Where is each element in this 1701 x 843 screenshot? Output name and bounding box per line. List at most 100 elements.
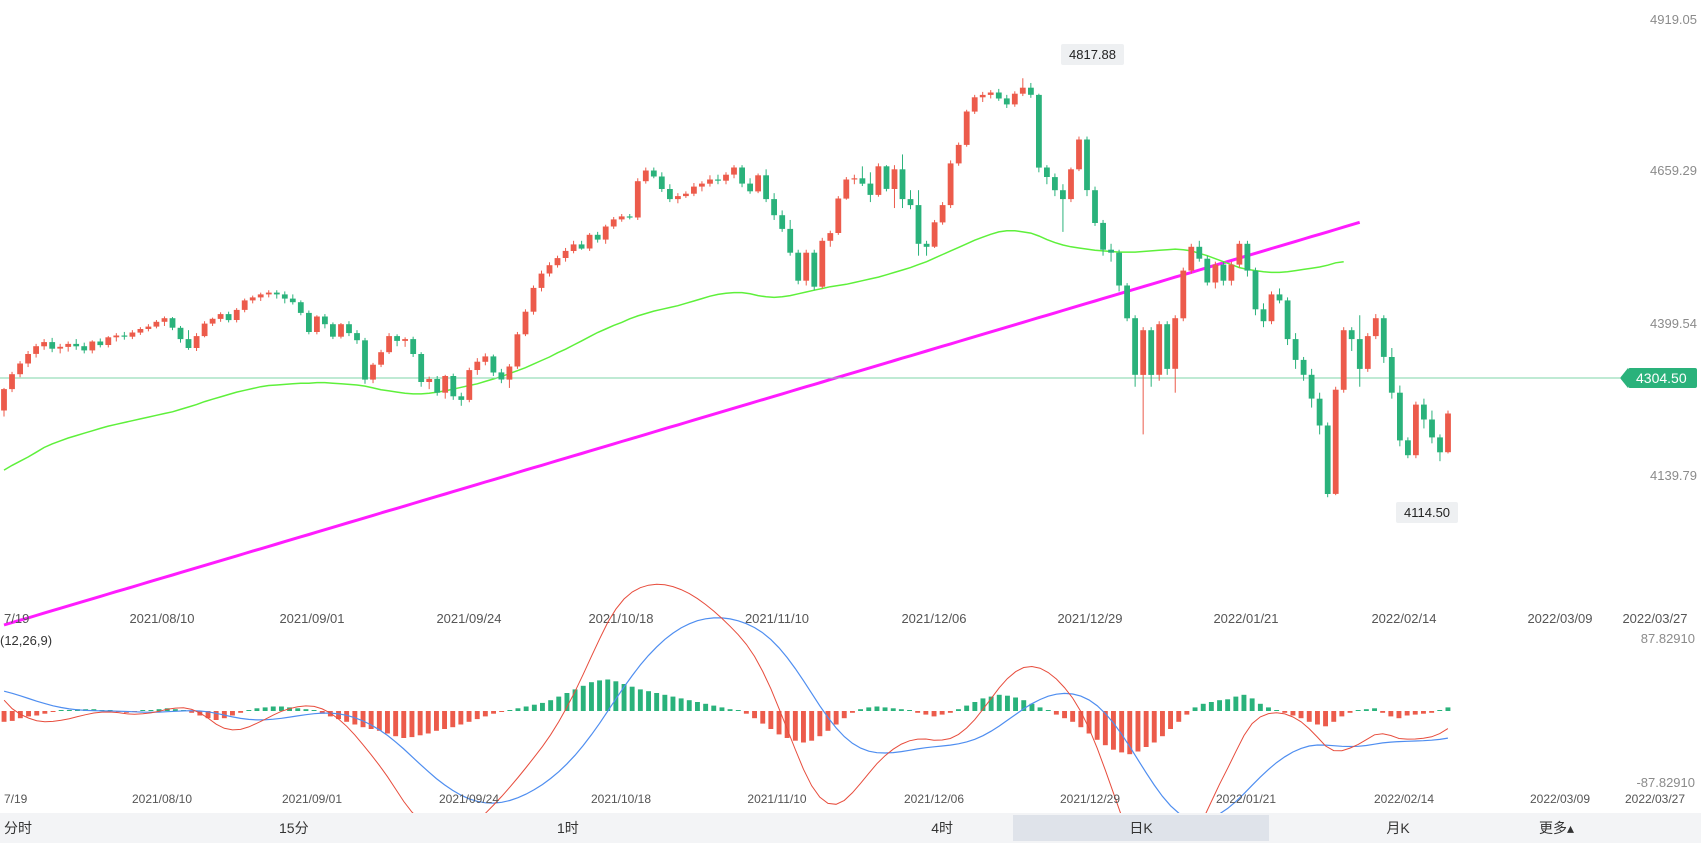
candle[interactable]	[450, 373, 457, 400]
candle[interactable]	[490, 354, 497, 377]
candle[interactable]	[779, 210, 786, 232]
candle[interactable]	[97, 338, 104, 348]
candle[interactable]	[386, 333, 392, 354]
candle[interactable]	[394, 334, 400, 347]
candle[interactable]	[1372, 314, 1379, 340]
candle[interactable]	[257, 292, 264, 301]
candle[interactable]	[835, 196, 842, 235]
candle[interactable]	[1188, 243, 1195, 274]
candle[interactable]	[795, 249, 802, 285]
candle[interactable]	[1421, 398, 1427, 429]
candle[interactable]	[811, 249, 818, 291]
candle[interactable]	[963, 109, 970, 147]
candle[interactable]	[763, 169, 769, 203]
candle[interactable]	[1276, 288, 1283, 304]
candle[interactable]	[193, 333, 200, 351]
candle[interactable]	[346, 321, 352, 337]
candle[interactable]	[995, 88, 1002, 101]
candle[interactable]	[1228, 261, 1235, 286]
candle[interactable]	[314, 315, 320, 335]
tab-more[interactable]: 更多▴	[1539, 820, 1575, 836]
candle[interactable]	[987, 90, 994, 99]
candle[interactable]	[707, 175, 713, 187]
candlesticks[interactable]	[1, 78, 1451, 498]
candle[interactable]	[1140, 327, 1147, 435]
candle[interactable]	[273, 290, 280, 299]
candle[interactable]	[1405, 437, 1411, 459]
candle[interactable]	[1356, 315, 1363, 387]
candle[interactable]	[875, 163, 882, 197]
candle[interactable]	[402, 337, 408, 347]
tab-4hour[interactable]: 4时	[931, 820, 953, 836]
tab-monthly-k[interactable]: 月K	[1386, 820, 1410, 836]
candle[interactable]	[739, 165, 745, 188]
candle[interactable]	[265, 290, 272, 298]
candle[interactable]	[731, 165, 737, 179]
candle[interactable]	[1260, 303, 1267, 328]
candle[interactable]	[209, 317, 216, 326]
candle[interactable]	[1429, 410, 1435, 444]
candle[interactable]	[1284, 297, 1291, 346]
candle[interactable]	[1388, 348, 1395, 399]
candle[interactable]	[330, 322, 336, 340]
candle[interactable]	[771, 193, 777, 220]
candle[interactable]	[1180, 267, 1187, 322]
candle[interactable]	[859, 166, 866, 187]
candle[interactable]	[939, 202, 946, 225]
candle[interactable]	[1332, 386, 1339, 496]
candle[interactable]	[137, 327, 144, 335]
candle[interactable]	[586, 233, 593, 251]
candle[interactable]	[1204, 255, 1211, 286]
candle[interactable]	[1348, 327, 1355, 351]
candle[interactable]	[1252, 267, 1259, 316]
candle[interactable]	[1092, 186, 1098, 226]
candle[interactable]	[1413, 401, 1419, 459]
candle[interactable]	[979, 91, 986, 103]
candle[interactable]	[522, 309, 529, 337]
candle[interactable]	[418, 352, 425, 387]
candle[interactable]	[803, 249, 810, 286]
candle[interactable]	[233, 308, 240, 323]
candle[interactable]	[1316, 392, 1323, 435]
candle[interactable]	[161, 316, 168, 326]
candle[interactable]	[1397, 385, 1403, 447]
candle[interactable]	[1244, 240, 1251, 277]
candle[interactable]	[1011, 91, 1018, 107]
candle[interactable]	[410, 336, 417, 357]
candle[interactable]	[1116, 249, 1122, 292]
candle[interactable]	[281, 291, 288, 304]
candle[interactable]	[1164, 321, 1171, 375]
candle[interactable]	[907, 190, 914, 210]
candle[interactable]	[1220, 261, 1227, 286]
candle[interactable]	[723, 172, 729, 185]
candle[interactable]	[25, 350, 31, 368]
candle[interactable]	[1068, 167, 1074, 203]
candle[interactable]	[121, 331, 128, 340]
tab-15min[interactable]: 15分	[279, 820, 309, 836]
tab-timeshare[interactable]: 分时	[4, 820, 32, 836]
candle[interactable]	[506, 364, 513, 388]
candle[interactable]	[899, 154, 906, 209]
candle[interactable]	[466, 367, 473, 403]
candle[interactable]	[201, 321, 208, 338]
candle[interactable]	[715, 174, 721, 185]
candle[interactable]	[827, 230, 834, 247]
candle[interactable]	[675, 193, 681, 204]
candle[interactable]	[1445, 410, 1451, 454]
candle[interactable]	[747, 178, 753, 194]
candle[interactable]	[594, 231, 601, 243]
candle[interactable]	[113, 333, 120, 342]
candle[interactable]	[1019, 78, 1026, 97]
candle[interactable]	[297, 300, 304, 316]
candle[interactable]	[153, 320, 160, 329]
candle[interactable]	[1340, 327, 1347, 393]
candle[interactable]	[1324, 422, 1331, 498]
candle[interactable]	[482, 353, 489, 366]
candle[interactable]	[249, 295, 256, 304]
candle[interactable]	[474, 358, 481, 375]
candle[interactable]	[947, 160, 954, 209]
candle[interactable]	[370, 362, 376, 384]
candle[interactable]	[1028, 82, 1034, 98]
candle[interactable]	[177, 325, 184, 343]
tab-daily-k[interactable]: 日K	[1013, 815, 1269, 841]
